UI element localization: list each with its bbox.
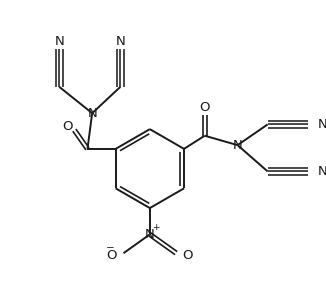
Text: N: N [233,138,243,152]
Text: N: N [318,118,326,131]
Text: N: N [145,228,155,241]
Text: N: N [115,35,125,48]
Text: O: O [63,120,73,133]
Text: N: N [87,107,97,120]
Text: N: N [54,35,64,48]
Text: N: N [318,165,326,178]
Text: O: O [200,101,210,114]
Text: −: − [106,243,115,253]
Text: O: O [183,248,193,262]
Text: O: O [107,248,117,262]
Text: +: + [152,223,159,232]
